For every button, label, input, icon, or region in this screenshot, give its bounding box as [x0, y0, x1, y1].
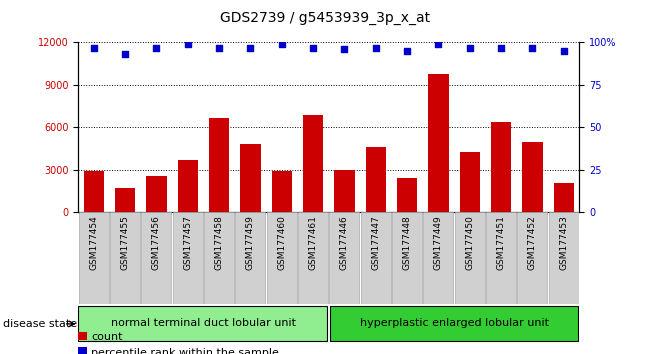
- Text: GSM177457: GSM177457: [184, 215, 192, 270]
- Text: GSM177451: GSM177451: [497, 215, 506, 270]
- FancyBboxPatch shape: [486, 212, 516, 304]
- Point: [245, 45, 256, 50]
- FancyBboxPatch shape: [298, 212, 328, 304]
- Bar: [83, 171, 104, 212]
- Text: GSM177459: GSM177459: [246, 215, 255, 270]
- FancyBboxPatch shape: [141, 212, 171, 304]
- Bar: [271, 171, 292, 212]
- Bar: [209, 118, 229, 212]
- Text: GSM177452: GSM177452: [528, 215, 537, 270]
- Point: [339, 46, 350, 52]
- Bar: [334, 170, 355, 212]
- Text: GSM177449: GSM177449: [434, 215, 443, 270]
- FancyBboxPatch shape: [110, 212, 140, 304]
- FancyBboxPatch shape: [78, 306, 327, 341]
- Text: GSM177461: GSM177461: [309, 215, 318, 270]
- Point: [433, 41, 443, 47]
- Text: GDS2739 / g5453939_3p_x_at: GDS2739 / g5453939_3p_x_at: [221, 11, 430, 25]
- Bar: [491, 122, 511, 212]
- Text: GSM177458: GSM177458: [215, 215, 223, 270]
- Bar: [115, 188, 135, 212]
- Point: [120, 52, 130, 57]
- Bar: [553, 183, 574, 212]
- Bar: [146, 176, 167, 212]
- FancyBboxPatch shape: [79, 212, 109, 304]
- Text: GSM177456: GSM177456: [152, 215, 161, 270]
- Text: GSM177446: GSM177446: [340, 215, 349, 270]
- Text: disease state: disease state: [3, 319, 77, 329]
- FancyBboxPatch shape: [267, 212, 297, 304]
- Bar: [240, 144, 260, 212]
- Bar: [366, 147, 386, 212]
- Text: GSM177460: GSM177460: [277, 215, 286, 270]
- Bar: [522, 142, 542, 212]
- Bar: [303, 115, 324, 212]
- Text: GSM177455: GSM177455: [120, 215, 130, 270]
- FancyBboxPatch shape: [173, 212, 203, 304]
- FancyBboxPatch shape: [361, 212, 391, 304]
- Point: [465, 45, 475, 50]
- FancyBboxPatch shape: [329, 212, 359, 304]
- Point: [402, 48, 412, 54]
- FancyBboxPatch shape: [454, 212, 485, 304]
- Point: [496, 45, 506, 50]
- FancyBboxPatch shape: [204, 212, 234, 304]
- Bar: [397, 178, 417, 212]
- FancyBboxPatch shape: [423, 212, 454, 304]
- Point: [370, 45, 381, 50]
- FancyBboxPatch shape: [236, 212, 266, 304]
- Point: [527, 45, 538, 50]
- Text: GSM177453: GSM177453: [559, 215, 568, 270]
- Point: [182, 41, 193, 47]
- Point: [559, 48, 569, 54]
- Point: [277, 41, 287, 47]
- FancyBboxPatch shape: [549, 212, 579, 304]
- FancyBboxPatch shape: [330, 306, 578, 341]
- Point: [308, 45, 318, 50]
- Point: [214, 45, 225, 50]
- Bar: [428, 74, 449, 212]
- FancyBboxPatch shape: [392, 212, 422, 304]
- Bar: [460, 152, 480, 212]
- Text: GSM177447: GSM177447: [371, 215, 380, 270]
- Text: hyperplastic enlarged lobular unit: hyperplastic enlarged lobular unit: [359, 318, 549, 328]
- Text: normal terminal duct lobular unit: normal terminal duct lobular unit: [111, 318, 296, 328]
- Text: GSM177454: GSM177454: [89, 215, 98, 270]
- Text: GSM177450: GSM177450: [465, 215, 474, 270]
- Bar: [178, 160, 198, 212]
- Point: [151, 45, 161, 50]
- Point: [89, 45, 99, 50]
- Legend: count, percentile rank within the sample: count, percentile rank within the sample: [78, 332, 279, 354]
- FancyBboxPatch shape: [518, 212, 547, 304]
- Text: GSM177448: GSM177448: [402, 215, 411, 270]
